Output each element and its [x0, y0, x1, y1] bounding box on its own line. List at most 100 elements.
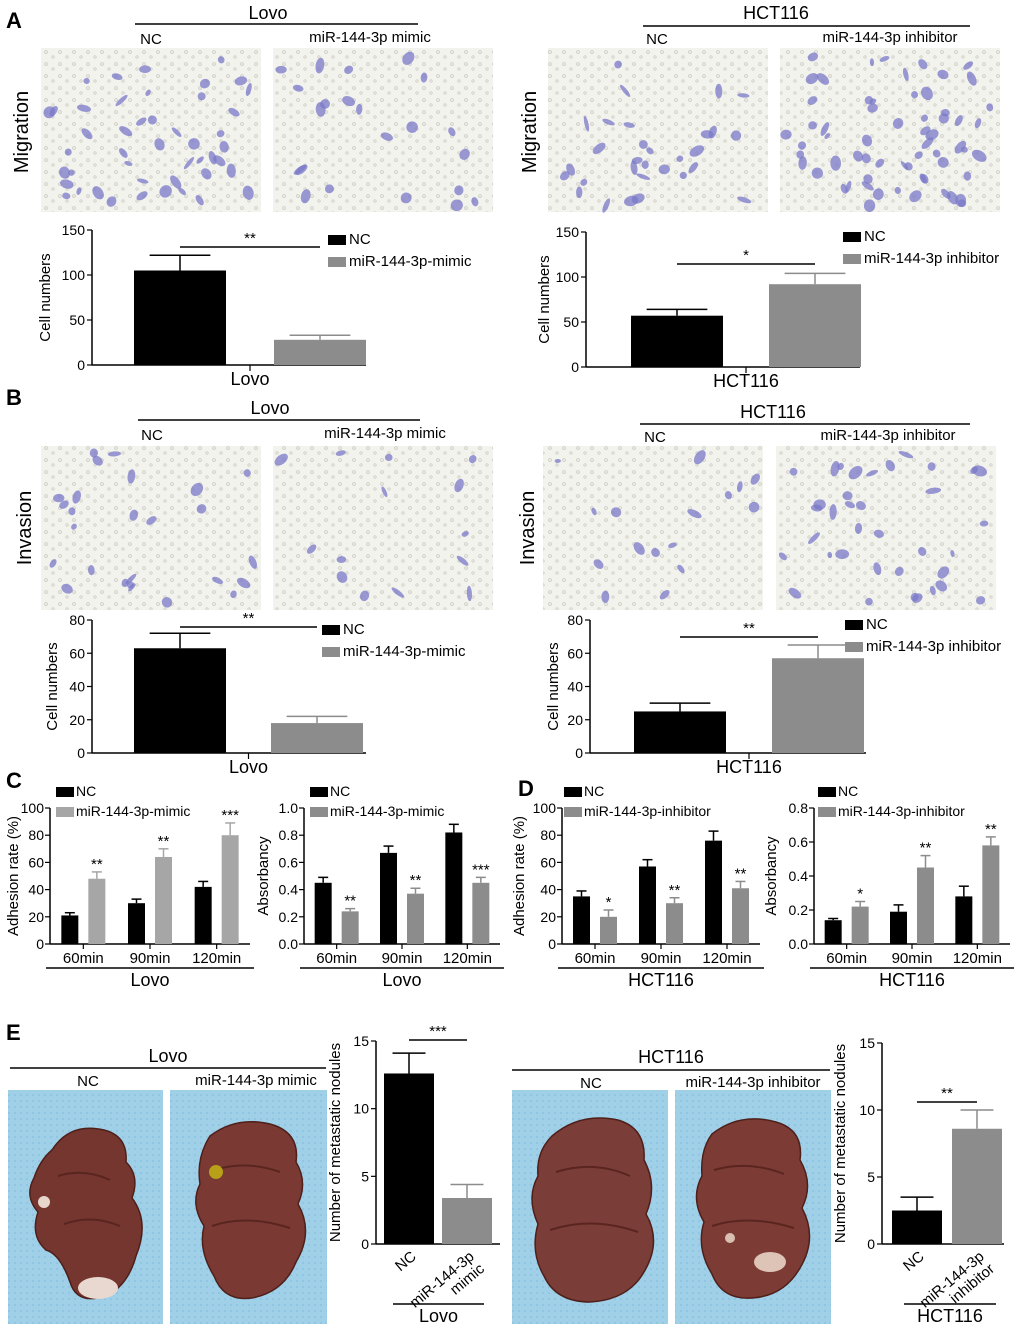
x-tick-label: 120min — [953, 950, 1002, 967]
stained-cell — [560, 171, 570, 181]
bar — [128, 903, 145, 944]
y-tick-label: 150 — [62, 222, 86, 238]
y-tick-label: 0 — [548, 936, 556, 952]
header-lovo: Lovo — [248, 3, 287, 23]
stained-cell — [737, 93, 750, 98]
bar — [824, 920, 842, 944]
legend-swatch — [843, 254, 861, 264]
stained-cell — [107, 451, 122, 457]
stained-cell — [384, 453, 393, 462]
bar — [769, 284, 861, 367]
significance-label: ** — [920, 840, 932, 857]
stained-cell — [941, 188, 951, 199]
significance-label: ** — [91, 856, 103, 873]
stained-cell — [932, 149, 941, 158]
stained-cell — [566, 163, 576, 176]
stained-cell — [737, 196, 752, 204]
stained-cell — [971, 149, 987, 162]
chart-c-absorbancy: 0.0 0.2 0.4 0.6 0.8 1.0 Absorbancy ** 60min ** 90m… — [255, 783, 504, 990]
stained-cell — [911, 91, 919, 99]
x-axis-label: Lovo — [229, 757, 268, 777]
x-axis-label: HCT116 — [628, 970, 694, 990]
x-axis-label: HCT116 — [879, 970, 945, 990]
stained-cell — [610, 507, 622, 518]
significance-label: *** — [429, 1023, 447, 1040]
stained-cell — [788, 587, 802, 599]
x-axis-label: Lovo — [130, 970, 169, 990]
legend-label: miR-144-3p-mimic — [343, 643, 466, 660]
stained-cell — [292, 84, 304, 92]
y-tick-label: 10 — [859, 1102, 875, 1118]
legend-swatch — [843, 232, 861, 242]
stained-cell — [72, 490, 82, 504]
stained-cell — [855, 501, 866, 511]
stained-cell — [778, 552, 787, 561]
bar — [442, 1197, 492, 1244]
stained-cell — [954, 140, 967, 154]
stained-cell — [972, 465, 988, 477]
stained-cell — [885, 460, 895, 472]
stained-cell — [459, 148, 470, 160]
legend-label: NC — [343, 621, 365, 638]
stained-cell — [324, 184, 334, 194]
stained-cell — [89, 448, 98, 458]
y-tick-label: 40 — [28, 882, 44, 898]
stained-cell — [960, 146, 968, 153]
legend-swatch — [322, 647, 340, 657]
stained-cell — [789, 467, 798, 476]
micrograph-b-hct-nc — [543, 446, 763, 610]
stained-cell — [798, 156, 807, 170]
stained-cell — [602, 198, 611, 213]
x-tick-label: 90min — [641, 950, 682, 967]
stained-cell — [145, 89, 151, 97]
stained-cell — [245, 83, 252, 97]
bar — [917, 867, 934, 944]
stained-cell — [954, 115, 963, 127]
stained-cell — [306, 544, 317, 554]
micrograph-a-lovo-mimic — [273, 48, 493, 212]
stained-cell — [921, 86, 933, 101]
stained-cell — [154, 138, 165, 151]
y-tick-label: 1.0 — [279, 800, 299, 816]
stained-cell — [196, 504, 207, 514]
chart-b-lovo-invasion: 0 20 40 60 80 Cell numbers Lovo ** NC miR-144-3p-… — [44, 610, 466, 777]
stained-cell — [217, 56, 225, 64]
stained-cell — [668, 542, 677, 548]
stained-cell — [400, 192, 412, 204]
legend-swatch — [564, 787, 582, 797]
stained-cell — [136, 117, 147, 126]
bar — [384, 1073, 434, 1244]
y-tick-label: 0 — [867, 1236, 875, 1252]
y-tick-label: 0 — [361, 1236, 369, 1252]
stained-cell — [454, 478, 464, 493]
y-tick-label: 0.6 — [279, 854, 299, 870]
y-tick-label: 80 — [567, 612, 583, 628]
x-tick-label: 120min — [702, 950, 751, 967]
bar — [955, 896, 973, 944]
y-axis-label: Cell numbers — [536, 255, 553, 343]
stained-cell — [49, 106, 58, 117]
y-tick-label: 0.8 — [789, 800, 809, 816]
stained-cell — [92, 455, 103, 466]
micrograph-a-hct-inhibitor — [780, 48, 1000, 213]
y-tick-label: 80 — [28, 827, 44, 843]
bar — [732, 888, 749, 944]
header-lovo: Lovo — [250, 398, 289, 418]
stained-cell — [830, 460, 840, 477]
stained-cell — [715, 83, 723, 99]
bar — [472, 882, 490, 944]
stained-cell — [875, 158, 885, 168]
legend-label: miR-144-3p inhibitor — [866, 638, 1001, 655]
panel-a-right-header: HCT116 NC miR-144-3p inhibitor Migration — [519, 3, 970, 173]
stained-cell — [902, 67, 909, 82]
x-axis-label: Lovo — [382, 970, 421, 990]
stained-cell — [869, 58, 875, 67]
bar — [380, 852, 397, 944]
x-tick-label: 60min — [316, 950, 357, 967]
y-tick-label: 0.0 — [279, 936, 299, 952]
y-tick-label: 15 — [859, 1035, 875, 1051]
y-tick-label: 60 — [540, 854, 556, 870]
stained-cell — [190, 482, 204, 497]
